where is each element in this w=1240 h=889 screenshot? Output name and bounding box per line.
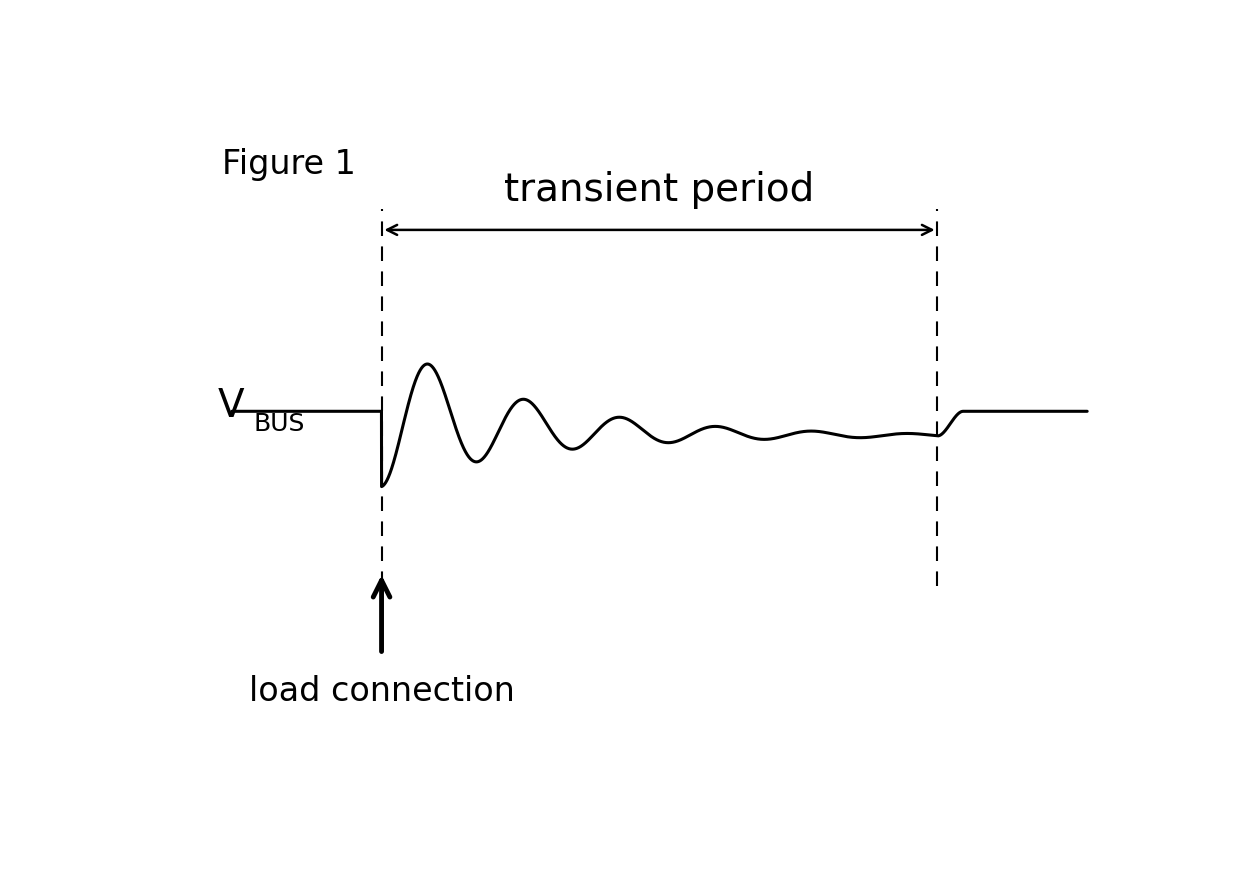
Text: transient period: transient period — [505, 172, 815, 209]
Text: Figure 1: Figure 1 — [222, 148, 356, 180]
Text: BUS: BUS — [254, 412, 305, 436]
Text: V: V — [217, 387, 244, 425]
Text: load connection: load connection — [248, 675, 515, 708]
